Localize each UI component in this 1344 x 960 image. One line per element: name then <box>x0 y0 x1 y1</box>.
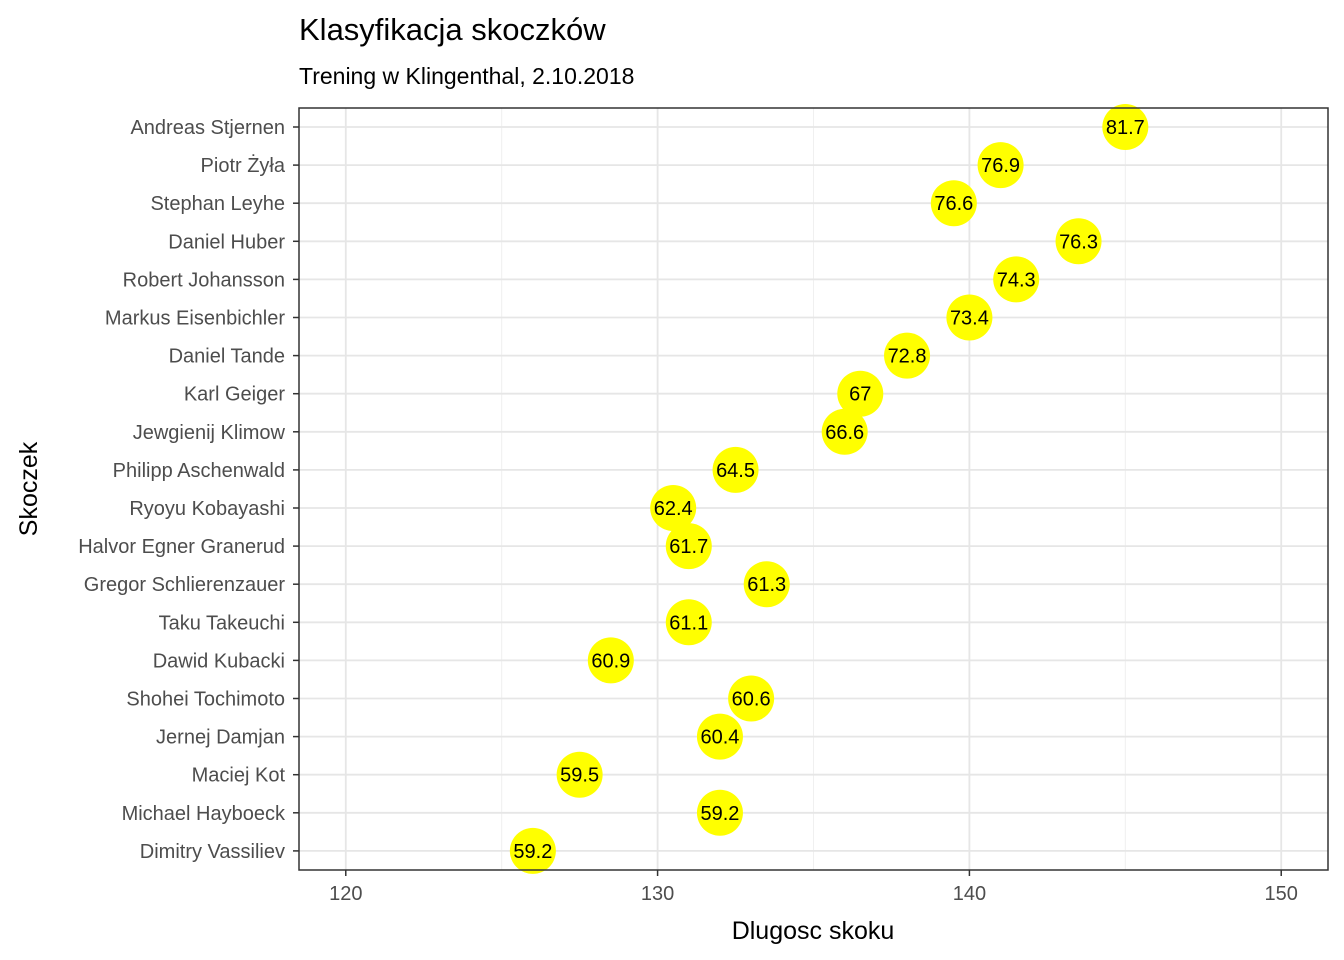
data-point-label: 60.6 <box>732 689 771 711</box>
data-point-label: 74.3 <box>997 269 1036 291</box>
y-tick-label: Ryoyu Kobayashi <box>129 498 285 520</box>
y-tick-label: Daniel Tande <box>169 346 285 368</box>
data-point <box>556 751 603 798</box>
y-tick-label: Andreas Stjernen <box>130 117 285 139</box>
y-tick-label: Jewgienij Klimow <box>133 422 286 444</box>
data-point <box>712 446 759 493</box>
y-tick-label: Halvor Egner Granerud <box>78 536 285 558</box>
data-point <box>587 637 634 684</box>
data-point <box>993 256 1040 303</box>
data-point <box>930 180 977 227</box>
data-point-label: 61.3 <box>747 574 786 596</box>
data-point-label: 76.9 <box>981 155 1020 177</box>
data-point <box>884 332 931 379</box>
y-tick-label: Taku Takeuchi <box>159 612 285 634</box>
data-point-label: 59.2 <box>700 803 739 825</box>
data-point-label: 66.6 <box>825 422 864 444</box>
y-tick-label: Stephan Leyhe <box>150 193 285 215</box>
data-point <box>665 599 712 646</box>
point-layer: 81.7 76.9 76.6 76.3 74.3 73.4 72.8 67 66.6 64.5 62… <box>509 104 1149 874</box>
data-point <box>1102 104 1149 150</box>
data-point-label: 73.4 <box>950 308 989 330</box>
x-tick-layer: 120 130 140 150 <box>329 870 1298 905</box>
data-point <box>977 142 1024 189</box>
data-point-label: 67 <box>849 384 871 406</box>
data-point-label: 60.4 <box>700 727 739 749</box>
data-point <box>837 370 884 417</box>
data-point-label: 60.9 <box>591 650 630 672</box>
chart-title: Klasyfikacja skoczków <box>299 12 606 47</box>
data-point-label: 61.7 <box>669 536 708 558</box>
x-axis-title: Dlugosc skoku <box>732 917 895 945</box>
chart-subtitle: Trening w Klingenthal, 2.10.2018 <box>299 63 634 89</box>
grid-layer <box>299 108 1328 870</box>
panel-border <box>298 107 1329 871</box>
y-tick-label: Gregor Schlierenzauer <box>84 574 286 596</box>
y-tick-label: Shohei Tochimoto <box>126 689 285 711</box>
data-point-label: 59.5 <box>560 765 599 787</box>
data-point-label: 61.1 <box>669 612 708 634</box>
data-point-label: 76.3 <box>1059 231 1098 253</box>
data-point <box>696 713 743 760</box>
y-tick-label: Philipp Aschenwald <box>113 460 285 482</box>
data-point <box>728 675 775 722</box>
y-tick-label: Dimitry Vassiliev <box>140 841 285 863</box>
x-tick-label: 150 <box>1265 883 1298 905</box>
data-point <box>946 294 993 341</box>
y-tick-label: Jernej Damjan <box>156 727 285 749</box>
y-tick-layer: Andreas Stjernen Piotr Żyła Stephan Leyhe D… <box>78 117 299 863</box>
data-point <box>1055 218 1102 265</box>
data-point-label: 81.7 <box>1106 117 1145 139</box>
data-point-label: 72.8 <box>888 346 927 368</box>
y-tick-label: Michael Hayboeck <box>122 803 286 825</box>
data-point-label: 64.5 <box>716 460 755 482</box>
data-point <box>743 561 790 608</box>
data-point-label: 59.2 <box>513 841 552 863</box>
y-tick-label: Robert Johansson <box>123 269 285 291</box>
data-point <box>509 827 556 874</box>
data-point <box>665 523 712 570</box>
x-tick-label: 140 <box>953 883 986 905</box>
y-axis-title: Skoczek <box>15 441 43 536</box>
y-tick-label: Piotr Żyła <box>201 154 286 177</box>
data-point <box>696 789 743 836</box>
data-point-label: 62.4 <box>654 498 693 520</box>
y-tick-label: Markus Eisenbichler <box>105 308 285 330</box>
x-tick-label: 130 <box>641 883 674 905</box>
data-point-label: 76.6 <box>934 193 973 215</box>
y-tick-label: Maciej Kot <box>192 765 286 787</box>
y-tick-label: Daniel Huber <box>168 231 285 253</box>
x-tick-label: 120 <box>329 883 362 905</box>
data-point <box>650 485 697 531</box>
data-point <box>821 408 868 455</box>
y-tick-label: Karl Geiger <box>184 384 285 406</box>
y-tick-label: Dawid Kubacki <box>153 650 285 672</box>
